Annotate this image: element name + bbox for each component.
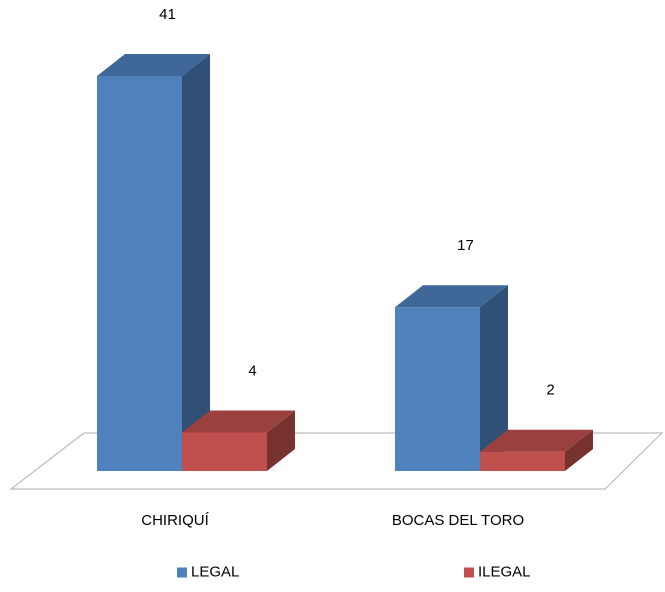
- legend-label-ilegal: ILEGAL: [478, 563, 531, 581]
- data-label-ilegal-0: 4: [248, 362, 256, 379]
- bar-legal-1: [395, 285, 508, 471]
- bar-ilegal-1: [480, 429, 593, 471]
- category-label-chiriqui: CHIRIQUÍ: [141, 512, 209, 529]
- data-label-legal-0: 41: [159, 6, 176, 23]
- bar-side-ilegal-1: [565, 429, 593, 471]
- legend-item-ilegal: ILEGAL: [464, 564, 531, 581]
- bar-top-legal-0: [97, 54, 210, 76]
- bar-front-legal-1: [395, 307, 480, 471]
- data-label-ilegal-1: 2: [546, 382, 554, 399]
- bar-top-legal-1: [395, 285, 508, 308]
- data-label-legal-1: 17: [457, 237, 474, 254]
- legend-swatch-ilegal: [464, 567, 474, 577]
- bar-front-ilegal-1: [480, 451, 565, 471]
- legend-swatch-legal: [177, 567, 187, 577]
- bar-side-legal-0: [182, 54, 210, 471]
- bar-side-legal-1: [480, 285, 508, 471]
- bar-ilegal-0: [182, 410, 295, 471]
- bar-front-ilegal-0: [182, 432, 267, 471]
- category-label-bocas-del-toro: BOCAS DEL TORO: [392, 512, 524, 529]
- bar-side-ilegal-0: [267, 410, 295, 471]
- bar-top-ilegal-0: [182, 410, 295, 433]
- bar-legal-0: [97, 54, 210, 471]
- bar-front-legal-0: [97, 76, 182, 471]
- legend-item-legal: LEGAL: [177, 564, 239, 581]
- bar-top-ilegal-1: [480, 429, 593, 452]
- legend-label-legal: LEGAL: [191, 563, 240, 581]
